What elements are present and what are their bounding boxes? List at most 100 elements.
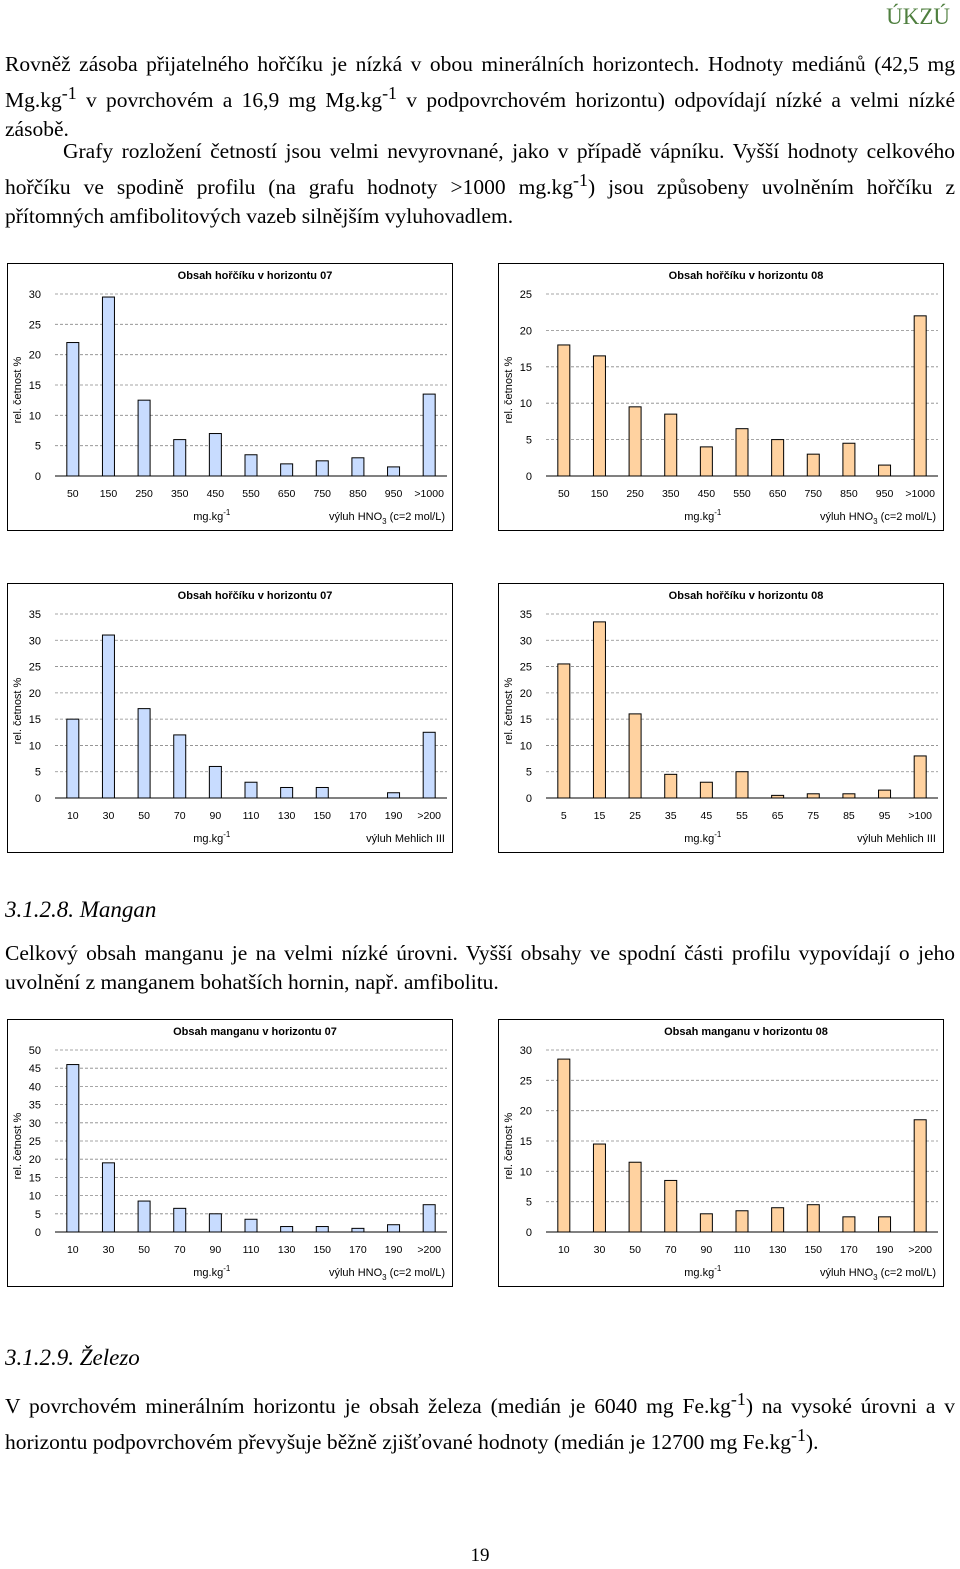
bar [878,789,892,799]
x-tick-label: >1000 [905,488,935,500]
x-unit-sup: -1 [714,508,722,517]
y-axis-label: rel. četnost % [12,677,24,744]
x-tick-label: 950 [385,488,403,500]
x-unit-label: mg.kg-1 [684,1264,722,1279]
bar [806,793,820,799]
bar [878,1216,892,1233]
x-tick-label: >100 [908,810,932,822]
y-tick-label: 5 [35,441,41,453]
x-tick-label: 190 [385,810,403,822]
x-tick-label: 190 [385,1244,403,1256]
x-tick-label: 750 [805,488,823,500]
x-method-label: výluh HNO3 (c=2 mol/L) [329,1267,445,1282]
x-tick-label: 90 [210,810,222,822]
bar [628,1161,642,1233]
chart-svg: Obsah hořčíku v horizontu 08 0 5 10 15 20 25 30… [503,590,938,845]
y-tick-label: 5 [526,435,532,447]
chart-title: Obsah hořčíku v horizontu 07 [178,590,333,602]
x-tick-label: 150 [314,1244,332,1256]
x-tick-label: 350 [171,488,189,500]
x-method-label: výluh Mehlich III [857,833,936,845]
paragraph-frequency-graphs: Grafy rozložení četností jsou velmi nevy… [5,137,955,231]
y-tick-label: 10 [520,1166,532,1178]
bar [66,718,80,799]
chart-mg-mehlich-07: Obsah hořčíku v horizontu 07 0 5 10 15 20 25 30… [7,583,453,853]
y-tick-label: 30 [520,635,532,647]
chart-mn-07: Obsah manganu v horizontu 07 0 5 10 15 20 25 30… [7,1019,453,1287]
bar [842,1216,856,1233]
bar [315,786,329,799]
chart-svg: Obsah hořčíku v horizontu 07 0 5 10 15 20 25 30… [12,270,447,526]
x-tick-label: 150 [100,488,118,500]
bar [208,433,222,477]
x-tick-label: 70 [174,810,186,822]
bar [280,1226,294,1233]
bar [101,634,115,799]
x-tick-label: 170 [349,1244,367,1256]
x-tick-label: 5 [561,810,567,822]
x-tick-label: >200 [417,810,441,822]
x-tick-label: 450 [207,488,225,500]
bar [557,663,571,799]
y-tick-label: 30 [520,1045,532,1057]
y-tick-label: 20 [29,1154,41,1166]
y-tick-label: 30 [29,1118,41,1130]
bar [592,355,606,477]
bar [422,731,436,799]
x-tick-label: 50 [558,488,570,500]
y-tick-label: 25 [29,319,41,331]
bar [699,781,713,799]
x-tick-label: 50 [629,1244,641,1256]
chart-title: Obsah hořčíku v horizontu 08 [669,590,824,602]
x-tick-label: >200 [908,1244,932,1256]
y-tick-label: 20 [520,688,532,700]
x-tick-label: 70 [665,1244,677,1256]
p4-text-b: ) na vysoké úrovni a v horizontu podpovr… [5,1394,955,1455]
bar [842,793,856,799]
x-unit-sup: -1 [223,830,231,839]
y-tick-label: 15 [520,714,532,726]
bar [806,453,820,477]
bar [771,1207,785,1233]
y-tick-label: 45 [29,1063,41,1075]
y-tick-label: 0 [526,471,532,483]
y-tick-label: 0 [526,793,532,805]
x-tick-label: 10 [67,810,79,822]
bar [137,1200,151,1233]
bar [173,1207,187,1233]
chart-mg-total-07: Obsah hořčíku v horizontu 07 0 5 10 15 20 25 30… [7,263,453,531]
x-tick-label: 450 [698,488,716,500]
bar [664,1179,678,1233]
running-header: ÚKZÚ [886,4,950,29]
bar [280,463,294,477]
bar [173,439,187,477]
p1-text-b: v povrchovém a 16,9 mg Mg.kg [76,88,383,113]
x-tick-label: 55 [736,810,748,822]
x-unit-sup: -1 [223,508,231,517]
bar [913,1119,927,1233]
bar [771,439,785,477]
p2-text-a: Grafy rozložení četností jsou velmi nevy… [5,139,955,200]
chart-mg-total-08: Obsah hořčíku v horizontu 08 0 5 10 15 20 25 re… [498,263,944,531]
bar [244,1218,258,1233]
superscript: -1 [573,170,588,190]
y-tick-label: 30 [29,289,41,301]
bar [66,1064,80,1233]
x-unit-label: mg.kg-1 [684,830,722,845]
x-tick-label: 250 [626,488,644,500]
x-tick-label: >1000 [414,488,444,500]
x-unit-label: mg.kg-1 [193,508,231,523]
y-tick-label: 10 [520,398,532,410]
x-tick-label: 350 [662,488,680,500]
y-tick-label: 20 [29,350,41,362]
bar [315,1226,329,1233]
bar [664,773,678,799]
bar [878,464,892,477]
x-tick-label: >200 [417,1244,441,1256]
x-tick-label: 30 [103,810,115,822]
x-tick-label: 75 [807,810,819,822]
x-unit-sup: -1 [223,1264,231,1273]
x-tick-label: 950 [876,488,894,500]
chart-title: Obsah hořčíku v horizontu 07 [178,270,333,282]
chart-svg: Obsah manganu v horizontu 08 0 5 10 15 20 25 30… [503,1026,938,1282]
